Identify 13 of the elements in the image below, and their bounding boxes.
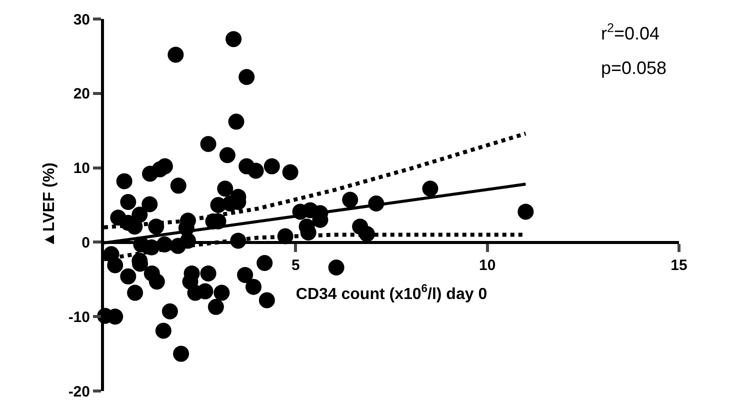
y-tick-label: -10 [68, 308, 90, 326]
x-tick-label: 15 [670, 257, 688, 274]
y-axis-title: ▲LVEF (%) [41, 162, 58, 248]
annotation: r$^{2}$=0.04 [601, 21, 660, 44]
y-tick-label: 0 [82, 234, 90, 252]
y-tick-label: 20 [73, 86, 90, 103]
x-axis-title: CD34 count (x10$^{6}$/l) day 0 [296, 283, 488, 303]
y-tick-label: -20 [68, 383, 90, 400]
x-tick-label: 10 [478, 257, 496, 274]
y-tick-label: 10 [73, 160, 90, 178]
y-tick-label: 30 [73, 11, 90, 28]
annotation: p=0.058 [601, 58, 667, 78]
x-tick-label: 5 [292, 257, 300, 274]
